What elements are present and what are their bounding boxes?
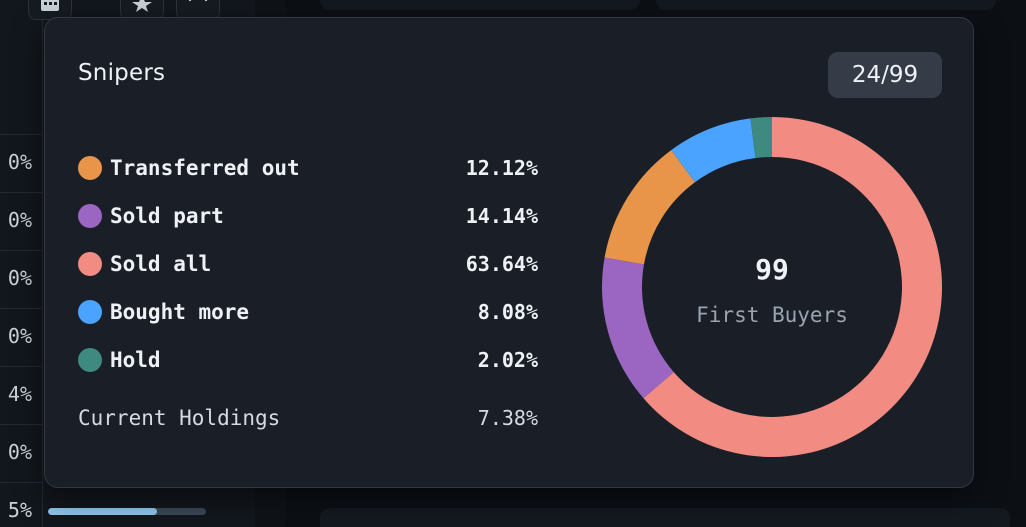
legend-dot	[78, 252, 102, 276]
popover-title: Snipers	[78, 60, 166, 86]
background-card	[656, 0, 996, 10]
row-percent: 4%	[7, 382, 32, 406]
legend-value: 8.08%	[477, 300, 538, 324]
donut-slice-hold[interactable]	[750, 117, 772, 159]
row-divider	[0, 250, 42, 251]
progress-bar	[48, 508, 206, 515]
legend-value: 63.64%	[465, 252, 538, 276]
count-badge: 24/99	[828, 52, 942, 98]
legend-item-sold-all: Sold all 63.64%	[78, 240, 538, 288]
holdings-label: Current Holdings	[78, 406, 281, 430]
snipers-popover: Snipers 24/99 Transferred out 12.12% Sol…	[44, 17, 974, 488]
favorite-button[interactable]	[120, 0, 164, 20]
row-percent: 0%	[7, 150, 32, 174]
legend-item-bought-more: Bought more 8.08%	[78, 288, 538, 336]
legend: Transferred out 12.12% Sold part 14.14% …	[78, 144, 538, 442]
row-divider	[0, 308, 42, 309]
donut-slice-bought-more[interactable]	[671, 118, 756, 183]
row-percent: 5%	[7, 498, 32, 522]
legend-item-hold: Hold 2.02%	[78, 336, 538, 384]
legend-dot	[78, 300, 102, 324]
row-percent: 0%	[7, 266, 32, 290]
legend-label: Sold all	[110, 252, 212, 276]
background-card	[320, 0, 640, 10]
row-divider	[0, 134, 42, 135]
donut-center-value: 99	[755, 253, 789, 286]
legend-value: 12.12%	[465, 156, 538, 180]
legend-value: 14.14%	[465, 204, 538, 228]
legend-label: Bought more	[110, 300, 250, 324]
row-percent: 0%	[7, 324, 32, 348]
legend-value: 2.02%	[477, 348, 538, 372]
donut-chart: 99 First Buyers	[600, 115, 944, 459]
donut-slice-transferred-out[interactable]	[604, 150, 695, 265]
row-divider	[0, 366, 42, 367]
legend-dot	[78, 348, 102, 372]
legend-dot	[78, 156, 102, 180]
calendar-icon	[41, 0, 59, 11]
donut-chart-svg	[602, 117, 942, 457]
legend-label: Hold	[110, 348, 161, 372]
row-percent: 0%	[7, 208, 32, 232]
donut-slice-sold-all[interactable]	[643, 117, 942, 457]
legend-dot	[78, 204, 102, 228]
legend-label: Sold part	[110, 204, 224, 228]
progress-fill	[48, 508, 158, 515]
donut-center-label: First Buyers	[696, 303, 848, 327]
column-divider	[42, 0, 43, 527]
legend-item-sold-part: Sold part 14.14%	[78, 192, 538, 240]
background-card	[320, 508, 1010, 527]
row-divider	[0, 424, 42, 425]
expand-icon	[189, 0, 207, 1]
legend-label: Transferred out	[110, 156, 300, 180]
current-holdings: Current Holdings 7.38%	[78, 394, 538, 442]
row-percent: 0%	[7, 440, 32, 464]
legend-item-transferred-out: Transferred out 12.12%	[78, 144, 538, 192]
row-divider	[0, 482, 42, 483]
donut-slice-sold-part[interactable]	[602, 257, 674, 399]
star-icon	[132, 0, 152, 12]
row-divider	[0, 192, 42, 193]
holdings-value: 7.38%	[477, 406, 538, 430]
